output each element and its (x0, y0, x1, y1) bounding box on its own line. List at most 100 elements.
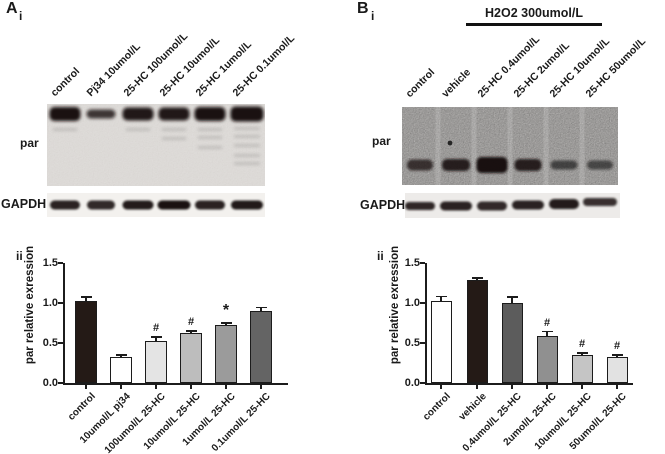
y-tick-label: 0.0 (42, 377, 58, 389)
x-tick-mark (616, 385, 618, 389)
bar-10umol-l-pj34 (110, 357, 132, 383)
significance-marker: # (152, 322, 160, 335)
error-bar-line (546, 331, 548, 336)
x-axis-line (63, 383, 288, 385)
error-bar-cap (220, 322, 232, 324)
panel-B-par-blot-svg (402, 107, 618, 185)
error-bar-cap (185, 330, 197, 332)
panel-A-letter: A (6, 0, 18, 17)
error-bar-cap (150, 336, 162, 339)
x-tick-mark (511, 385, 513, 389)
panel-B-par-row-label: par (372, 134, 391, 148)
error-bar-cap (80, 296, 92, 299)
h2o2-treatment-label: H2O2 300umol/L (485, 6, 583, 20)
significance-marker: # (543, 316, 551, 329)
bar-0-4umol-l-25-hc (501, 303, 523, 383)
panel-A-section-ii-label: ii (16, 249, 23, 263)
error-bar-cap (611, 354, 623, 356)
y-axis-line (63, 263, 65, 385)
y-tick-label: 0.5 (404, 337, 420, 349)
significance-marker: # (578, 338, 586, 351)
panel-B: B i H2O2 300umol/L control vehicle 25-HC 0… (335, 0, 665, 454)
y-axis-title: par relative exression (24, 245, 36, 365)
panel-A-gapdh-blot-svg (47, 193, 265, 217)
error-bar-line (85, 297, 87, 301)
x-tick-mark (581, 385, 583, 389)
y-axis-title: par relative exression (389, 245, 401, 365)
error-bar-line (120, 355, 122, 358)
panel-B-gapdh-row-label: GAPDH (360, 198, 406, 212)
bar-1umol-l-25-hc (215, 324, 237, 383)
x-tick-mark (85, 385, 87, 389)
x-tick-mark (260, 385, 262, 389)
error-bar-line (476, 278, 478, 280)
panel-B-bar-chart: 0.0 0.5 1.0 1.5 par relative exression contro… (335, 0, 665, 454)
y-tick-label: 0.0 (404, 377, 420, 389)
panel-B-gapdh-blot-image (405, 193, 620, 218)
error-bar-line (190, 331, 192, 333)
significance-marker: # (187, 316, 195, 328)
y-tick-mark (420, 342, 425, 344)
y-tick-mark (58, 342, 63, 344)
bar-50umol-l-25-hc (606, 356, 628, 383)
panel-A-section-i-label: i (19, 9, 23, 23)
y-tick-mark (58, 302, 63, 304)
panel-A-par-row-label: par (20, 136, 39, 150)
error-bar-cap (541, 330, 553, 333)
bar-0-1umol-l-25-hc (250, 311, 272, 383)
x-tick-mark (440, 385, 442, 389)
y-tick-label: 1.0 (42, 297, 58, 309)
error-bar-line (440, 296, 442, 301)
bar-control (75, 300, 97, 383)
panel-B-par-blot-image (402, 107, 618, 185)
panel-B-gapdh-blot-svg (405, 193, 620, 218)
error-bar-line (225, 323, 227, 325)
bar-10umol-l-25-hc (571, 355, 593, 383)
error-bar-line (581, 353, 583, 355)
x-tick-mark (225, 385, 227, 389)
error-bar-cap (115, 354, 127, 356)
error-bar-line (155, 337, 157, 342)
y-tick-label: 1.5 (404, 257, 420, 269)
bar-10umol-l-25-hc (180, 332, 202, 383)
y-tick-mark (420, 262, 425, 264)
panel-B-section-ii-label: ii (377, 249, 384, 263)
error-bar-line (260, 307, 262, 311)
x-tick-mark (546, 385, 548, 389)
x-tick-mark (120, 385, 122, 389)
significance-marker: # (613, 340, 621, 352)
y-tick-mark (58, 262, 63, 264)
x-tick-mark (155, 385, 157, 389)
panel-A-par-blot-image (47, 104, 265, 186)
y-tick-label: 1.5 (42, 257, 58, 269)
y-tick-label: 0.5 (42, 337, 58, 349)
error-bar-cap (506, 296, 518, 299)
panel-A-gapdh-row-label: GAPDH (1, 197, 47, 211)
x-axis-line (425, 383, 633, 385)
panel-A-gapdh-blot-image (47, 193, 265, 217)
significance-marker: * (222, 302, 230, 319)
bar-vehicle (466, 279, 488, 383)
panel-B-letter: B (357, 0, 369, 17)
y-tick-mark (420, 382, 425, 384)
bar-100umol-l-25-hc (145, 341, 167, 383)
y-tick-label: 1.0 (404, 297, 420, 309)
panel-A: A i control Pj34 10umol/L 25-HC 100umol/L 2… (1, 0, 297, 454)
h2o2-treatment-underline (466, 23, 602, 26)
bar-2umol-l-25-hc (536, 335, 558, 383)
error-bar-cap (576, 352, 588, 355)
y-tick-mark (58, 382, 63, 384)
panel-B-section-i-label: i (371, 9, 375, 23)
error-bar-cap (471, 277, 483, 279)
error-bar-line (511, 297, 513, 303)
y-axis-line (425, 263, 427, 385)
panel-A-par-blot-svg (47, 104, 265, 186)
error-bar-cap (435, 295, 447, 298)
x-tick-mark (190, 385, 192, 389)
bar-control (430, 300, 452, 383)
y-tick-mark (420, 302, 425, 304)
error-bar-line (616, 355, 618, 357)
error-bar-cap (255, 306, 267, 309)
x-tick-mark (476, 385, 478, 389)
